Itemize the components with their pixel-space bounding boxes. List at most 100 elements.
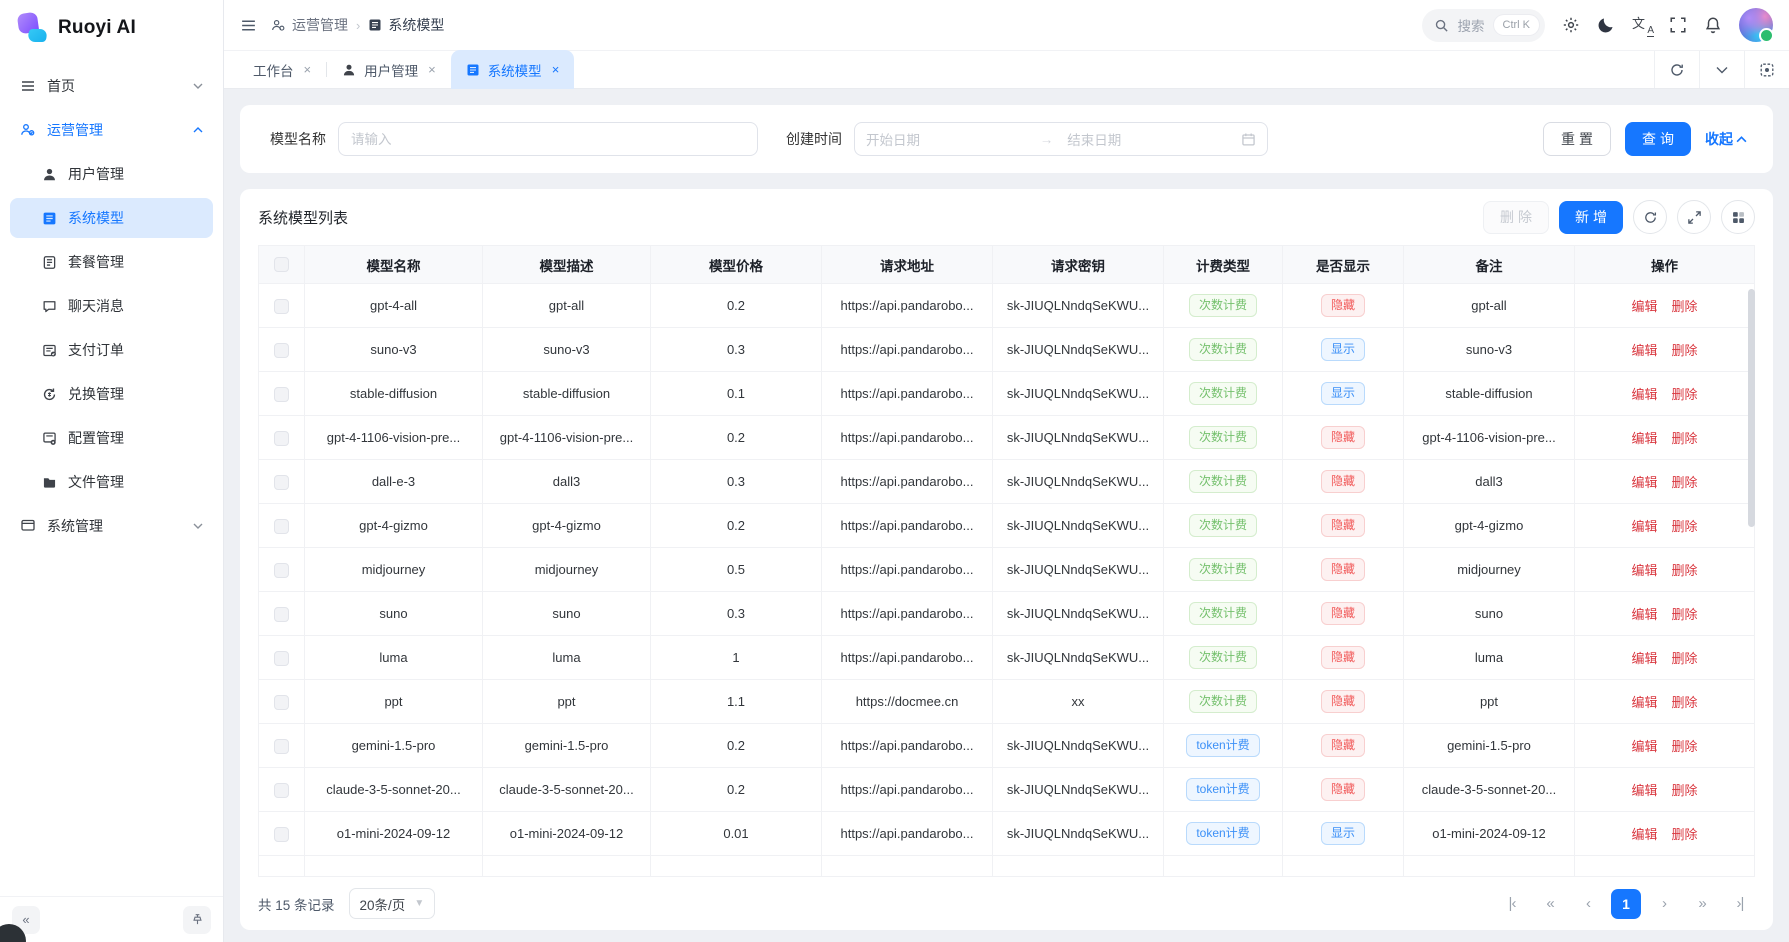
column-settings-icon[interactable] bbox=[1721, 200, 1755, 234]
tab-workbench[interactable]: 工作台 × bbox=[238, 50, 326, 89]
edit-link[interactable]: 编辑 bbox=[1631, 475, 1658, 490]
row-checkbox[interactable] bbox=[274, 342, 289, 358]
delete-link[interactable]: 删除 bbox=[1671, 739, 1698, 754]
close-icon[interactable]: × bbox=[428, 62, 436, 77]
reset-button[interactable]: 重置 bbox=[1543, 122, 1611, 156]
delete-link[interactable]: 删除 bbox=[1671, 387, 1698, 402]
edit-link[interactable]: 编辑 bbox=[1631, 607, 1658, 622]
row-checkbox[interactable] bbox=[274, 518, 289, 534]
row-checkbox[interactable] bbox=[274, 562, 289, 578]
breadcrumb-operations[interactable]: 运营管理 bbox=[271, 15, 348, 35]
edit-link[interactable]: 编辑 bbox=[1631, 343, 1658, 358]
row-checkbox[interactable] bbox=[274, 650, 289, 666]
actions-cell: 编辑 删除 bbox=[1574, 679, 1755, 724]
edit-link[interactable]: 编辑 bbox=[1631, 651, 1658, 666]
delete-link[interactable]: 删除 bbox=[1671, 475, 1698, 490]
sidebar-item-home[interactable]: 首页 bbox=[10, 66, 213, 106]
column-header: 备注 bbox=[1403, 245, 1575, 284]
select-all-checkbox[interactable] bbox=[274, 257, 289, 273]
delete-link[interactable]: 删除 bbox=[1671, 519, 1698, 534]
row-checkbox[interactable] bbox=[274, 782, 289, 798]
notifications-bell-icon[interactable] bbox=[1704, 16, 1722, 34]
sidebar-subitem-6[interactable]: 配置管理 bbox=[10, 418, 213, 458]
jump-back-button[interactable]: « bbox=[1546, 895, 1554, 912]
current-page-button[interactable]: 1 bbox=[1611, 888, 1641, 919]
delete-link[interactable]: 删除 bbox=[1671, 695, 1698, 710]
delete-link[interactable]: 删除 bbox=[1671, 431, 1698, 446]
row-checkbox[interactable] bbox=[274, 738, 289, 754]
query-button[interactable]: 查询 bbox=[1625, 122, 1691, 156]
sidebar-item-label: 配置管理 bbox=[68, 430, 124, 446]
chevron-down-icon[interactable] bbox=[1699, 51, 1744, 88]
row-checkbox[interactable] bbox=[274, 826, 289, 842]
close-icon[interactable]: × bbox=[303, 62, 312, 77]
breadcrumb-system-model[interactable]: 系统模型 bbox=[368, 15, 444, 35]
delete-link[interactable]: 删除 bbox=[1671, 783, 1698, 798]
prev-page-button[interactable]: ‹ bbox=[1586, 895, 1591, 912]
row-checkbox[interactable] bbox=[274, 386, 289, 402]
sidebar-subitem-0[interactable]: 用户管理 bbox=[10, 154, 213, 194]
refresh-icon[interactable] bbox=[1654, 51, 1699, 88]
tab-user-management[interactable]: 用户管理 × bbox=[327, 50, 451, 89]
next-page-button[interactable]: › bbox=[1662, 895, 1667, 912]
row-checkbox[interactable] bbox=[274, 606, 289, 622]
row-checkbox[interactable] bbox=[274, 694, 289, 710]
edit-link[interactable]: 编辑 bbox=[1631, 827, 1658, 842]
sidebar-subitem-2[interactable]: 套餐管理 bbox=[10, 242, 213, 282]
list-header: 系统模型列表 删除 新增 bbox=[258, 189, 1755, 245]
last-page-button[interactable]: ›| bbox=[1736, 895, 1745, 912]
row-checkbox[interactable] bbox=[274, 298, 289, 314]
delete-link[interactable]: 删除 bbox=[1671, 607, 1698, 622]
edit-link[interactable]: 编辑 bbox=[1631, 519, 1658, 534]
collapse-filter-link[interactable]: 收起 bbox=[1705, 129, 1747, 149]
create-time-range-picker[interactable]: 开始日期 → 结束日期 bbox=[854, 122, 1268, 156]
user-avatar[interactable] bbox=[1739, 8, 1774, 43]
dark-mode-moon-icon[interactable] bbox=[1597, 16, 1615, 34]
edit-link[interactable]: 编辑 bbox=[1631, 387, 1658, 402]
pin-icon[interactable] bbox=[183, 905, 211, 934]
edit-link[interactable]: 编辑 bbox=[1631, 783, 1658, 798]
hamburger-icon[interactable] bbox=[240, 17, 257, 34]
add-button[interactable]: 新增 bbox=[1559, 200, 1623, 234]
delete-link[interactable]: 删除 bbox=[1671, 827, 1698, 842]
edit-link[interactable]: 编辑 bbox=[1631, 695, 1658, 710]
row-checkbox[interactable] bbox=[274, 430, 289, 446]
row-checkbox[interactable] bbox=[274, 474, 289, 490]
expand-table-icon[interactable] bbox=[1677, 200, 1711, 234]
jump-forward-button[interactable]: » bbox=[1698, 895, 1706, 912]
sidebar-item-operations[interactable]: 运营管理 bbox=[10, 110, 213, 150]
refresh-icon[interactable] bbox=[1633, 200, 1667, 234]
edit-link[interactable]: 编辑 bbox=[1631, 299, 1658, 314]
model-price-cell: 0.2 bbox=[650, 415, 822, 460]
remark-cell: suno bbox=[1403, 591, 1575, 636]
delete-button[interactable]: 删除 bbox=[1483, 200, 1549, 234]
sidebar-subitem-5[interactable]: 兑换管理 bbox=[10, 374, 213, 414]
table-scrollbar[interactable] bbox=[1748, 289, 1755, 527]
edit-link[interactable]: 编辑 bbox=[1631, 563, 1658, 578]
delete-link[interactable]: 删除 bbox=[1671, 563, 1698, 578]
model-desc-cell: gpt-all bbox=[482, 283, 651, 328]
tab-system-model[interactable]: 系统模型 × bbox=[450, 50, 575, 89]
fullscreen-icon[interactable] bbox=[1669, 16, 1687, 34]
close-icon[interactable]: × bbox=[551, 62, 560, 77]
page-size-select[interactable]: 20条/页 ▼ bbox=[348, 888, 436, 919]
app-logo[interactable]: Ruoyi AI bbox=[0, 0, 223, 56]
sidebar-subitem-3[interactable]: 聊天消息 bbox=[10, 286, 213, 326]
delete-link[interactable]: 删除 bbox=[1671, 343, 1698, 358]
model-name-input[interactable] bbox=[338, 122, 758, 156]
settings-gear-icon[interactable] bbox=[1562, 16, 1580, 34]
table-container: 模型名称 模型描述 模型价格 请求地址 请求密钥 计费类型 是否显示 备注 操作 gpt-4-a… bbox=[258, 245, 1755, 876]
edit-link[interactable]: 编辑 bbox=[1631, 739, 1658, 754]
sidebar-subitem-1[interactable]: 系统模型 bbox=[10, 198, 213, 238]
edit-link[interactable]: 编辑 bbox=[1631, 431, 1658, 446]
global-search[interactable]: 搜索 Ctrl K bbox=[1421, 8, 1545, 42]
corner-helper-button[interactable] bbox=[0, 924, 26, 942]
maximize-content-icon[interactable] bbox=[1744, 51, 1789, 88]
delete-link[interactable]: 删除 bbox=[1671, 651, 1698, 666]
sidebar-subitem-4[interactable]: 支付订单 bbox=[10, 330, 213, 370]
first-page-button[interactable]: |‹ bbox=[1508, 895, 1517, 912]
sidebar-subitem-7[interactable]: 文件管理 bbox=[10, 462, 213, 502]
delete-link[interactable]: 删除 bbox=[1671, 299, 1698, 314]
sidebar-item-system[interactable]: 系统管理 bbox=[10, 506, 213, 546]
